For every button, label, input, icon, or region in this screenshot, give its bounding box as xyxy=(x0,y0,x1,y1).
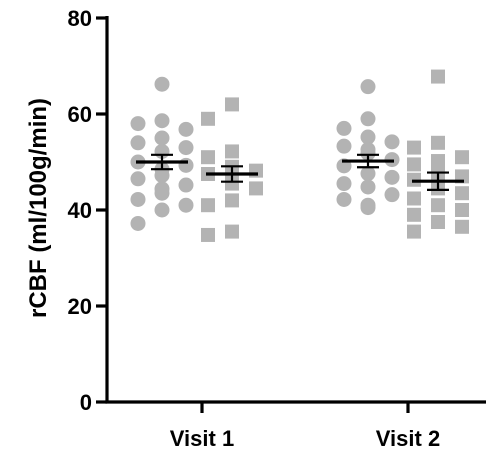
x-tick-label: Visit 1 xyxy=(170,426,234,451)
y-tick-label: 60 xyxy=(68,102,92,127)
data-point xyxy=(384,187,400,203)
x-tick-label: Visit 2 xyxy=(376,426,440,451)
data-point xyxy=(178,121,194,137)
data-point xyxy=(178,197,194,213)
data-point xyxy=(431,135,445,150)
data-point xyxy=(178,140,194,156)
data-point xyxy=(431,69,445,84)
data-point xyxy=(360,166,376,182)
y-tick-label: 40 xyxy=(68,198,92,223)
data-point xyxy=(225,144,239,159)
data-point xyxy=(407,157,421,172)
data-point xyxy=(130,191,146,207)
data-point xyxy=(455,186,469,201)
data-point xyxy=(384,134,400,150)
data-point xyxy=(431,163,445,178)
data-point xyxy=(407,140,421,155)
data-point xyxy=(154,202,170,218)
data-point xyxy=(360,129,376,145)
data-point xyxy=(249,181,263,196)
data-point xyxy=(130,135,146,151)
data-point xyxy=(225,193,239,208)
y-tick-label: 0 xyxy=(80,390,92,415)
data-point xyxy=(360,79,376,95)
data-point xyxy=(178,157,194,173)
data-point xyxy=(360,145,376,161)
data-point xyxy=(336,176,352,192)
data-point xyxy=(201,150,215,165)
data-point xyxy=(455,203,469,217)
data-point xyxy=(407,207,421,222)
data-point xyxy=(455,219,469,234)
data-point xyxy=(201,227,215,242)
data-point xyxy=(201,198,215,213)
data-point xyxy=(178,177,194,193)
data-point xyxy=(407,224,421,239)
data-point xyxy=(384,169,400,185)
data-point xyxy=(336,120,352,136)
data-point xyxy=(130,171,146,187)
data-point xyxy=(407,191,421,206)
data-point xyxy=(154,167,170,183)
data-point xyxy=(225,97,239,112)
data-point xyxy=(130,116,146,132)
data-point xyxy=(431,198,445,213)
y-axis-title: rCBF (ml/100g/min) xyxy=(25,98,52,318)
data-point xyxy=(154,130,170,146)
data-point xyxy=(455,150,469,165)
data-point xyxy=(154,113,170,129)
y-tick-label: 80 xyxy=(68,6,92,31)
data-point xyxy=(360,179,376,195)
data-point xyxy=(201,111,215,126)
data-point xyxy=(225,176,239,191)
data-point xyxy=(154,185,170,201)
y-tick-label: 20 xyxy=(68,294,92,319)
data-point xyxy=(431,215,445,229)
data-point xyxy=(336,191,352,207)
data-point xyxy=(154,76,170,92)
data-point xyxy=(336,138,352,154)
data-point xyxy=(360,111,376,127)
data-point xyxy=(360,200,376,216)
data-point xyxy=(130,215,146,231)
data-point xyxy=(225,224,239,239)
